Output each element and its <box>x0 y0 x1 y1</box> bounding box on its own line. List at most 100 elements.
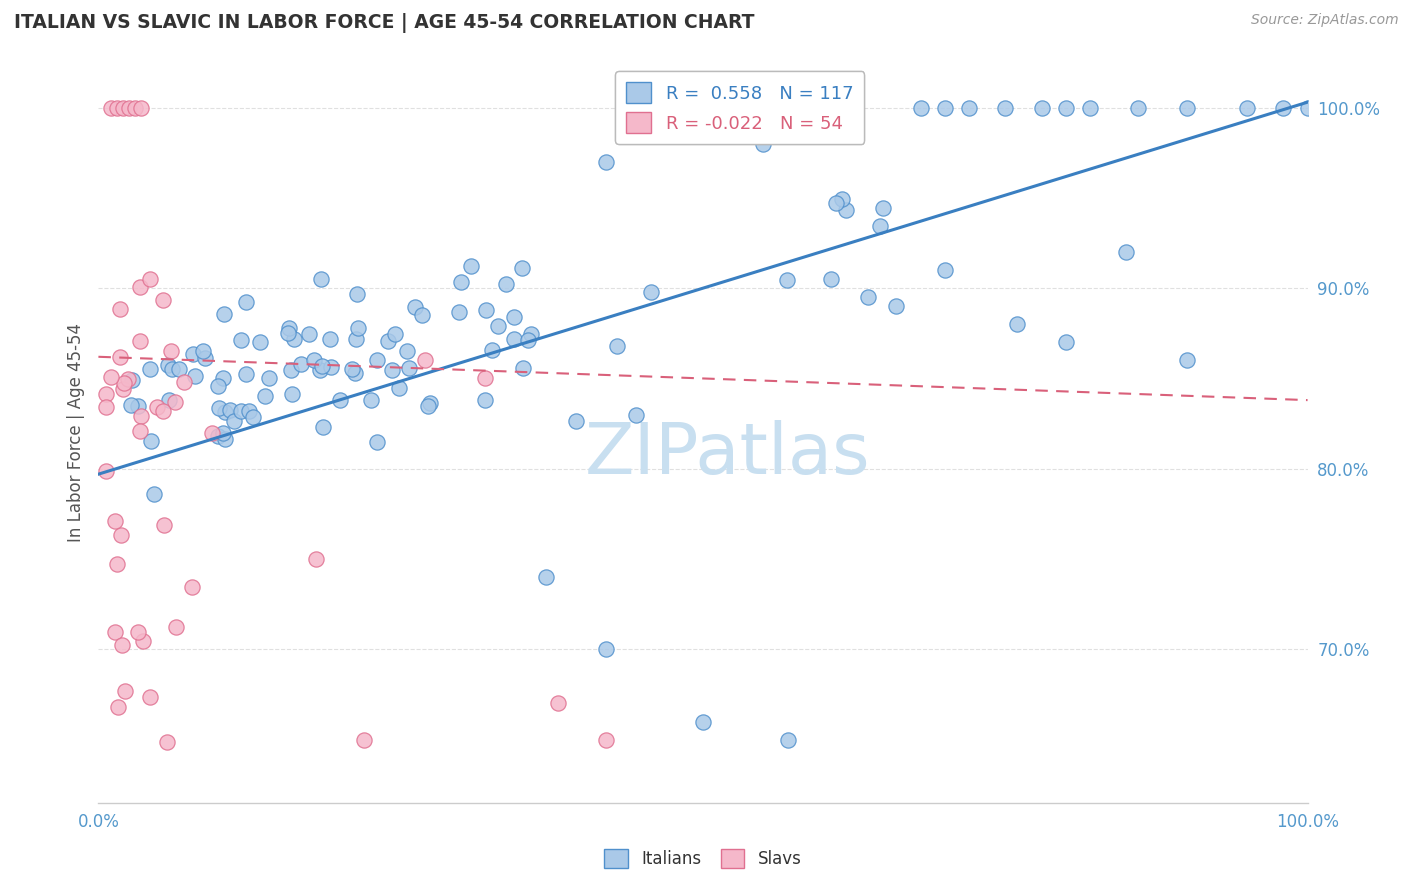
Point <box>366 434 388 449</box>
Point <box>200 426 222 441</box>
Point <box>124 101 146 115</box>
Point <box>118 101 141 115</box>
Point <box>280 363 302 377</box>
Legend: Italians, Slavs: Italians, Slavs <box>598 842 808 875</box>
Point <box>105 101 128 115</box>
Point <box>257 371 280 385</box>
Text: ZIPatlas: ZIPatlas <box>585 420 870 490</box>
Point <box>1175 353 1198 368</box>
Point <box>111 382 134 396</box>
Point <box>377 334 399 348</box>
Point <box>343 366 366 380</box>
Point <box>127 399 149 413</box>
Point <box>242 409 264 424</box>
Point <box>311 359 333 373</box>
Point <box>934 263 956 277</box>
Point <box>305 552 328 566</box>
Point <box>129 409 152 423</box>
Point <box>366 352 388 367</box>
Point <box>229 333 252 347</box>
Point <box>502 332 524 346</box>
Point <box>127 624 149 639</box>
Point <box>105 557 128 571</box>
Point <box>447 305 470 319</box>
Point <box>114 683 136 698</box>
Point <box>512 361 534 376</box>
Point <box>129 424 152 438</box>
Point <box>181 346 204 360</box>
Point <box>152 293 174 308</box>
Point <box>160 362 183 376</box>
Point <box>495 277 517 291</box>
Point <box>183 368 205 383</box>
Point <box>212 425 235 440</box>
Point <box>1296 101 1319 115</box>
Point <box>143 486 166 500</box>
Point <box>309 363 332 377</box>
Point <box>413 353 436 368</box>
Point <box>450 275 472 289</box>
Point <box>218 402 240 417</box>
Point <box>96 464 118 478</box>
Point <box>347 321 370 335</box>
Point <box>1054 335 1077 350</box>
Point <box>319 333 342 347</box>
Point <box>290 358 312 372</box>
Point <box>298 326 321 341</box>
Point <box>121 373 143 387</box>
Point <box>156 734 179 748</box>
Point <box>388 381 411 395</box>
Point <box>129 101 152 115</box>
Y-axis label: In Labor Force | Age 45-54: In Labor Force | Age 45-54 <box>66 323 84 542</box>
Text: Source: ZipAtlas.com: Source: ZipAtlas.com <box>1251 13 1399 28</box>
Point <box>207 401 229 415</box>
Point <box>165 395 187 409</box>
Point <box>229 404 252 418</box>
Point <box>104 515 127 529</box>
Point <box>837 101 859 115</box>
Point <box>152 518 174 533</box>
Point <box>346 332 368 346</box>
Point <box>173 375 195 389</box>
Point <box>112 376 135 391</box>
Point <box>1272 101 1295 115</box>
Point <box>139 362 162 376</box>
Point <box>752 136 775 151</box>
Point <box>100 369 122 384</box>
Point <box>481 343 503 358</box>
Point <box>776 273 799 287</box>
Point <box>129 334 152 348</box>
Point <box>111 639 134 653</box>
Point <box>692 714 714 729</box>
Point <box>139 272 162 286</box>
Point <box>910 101 932 115</box>
Point <box>346 286 368 301</box>
Point <box>606 338 628 352</box>
Point <box>312 419 335 434</box>
Point <box>1007 318 1029 332</box>
Point <box>624 409 647 423</box>
Point <box>139 690 162 705</box>
Point <box>121 398 143 412</box>
Point <box>564 414 586 428</box>
Point <box>302 353 325 368</box>
Point <box>141 434 163 448</box>
Point <box>329 393 352 408</box>
Point <box>152 404 174 418</box>
Point <box>132 633 155 648</box>
Point <box>1031 101 1053 115</box>
Point <box>207 379 229 393</box>
Point <box>419 395 441 409</box>
Point <box>534 570 557 584</box>
Point <box>395 344 418 359</box>
Point <box>100 101 122 115</box>
Point <box>235 367 257 381</box>
Point <box>834 203 856 218</box>
Point <box>238 403 260 417</box>
Point <box>108 350 131 364</box>
Point <box>404 300 426 314</box>
Point <box>207 429 229 443</box>
Point <box>157 392 180 407</box>
Point <box>96 387 118 401</box>
Point <box>159 343 181 358</box>
